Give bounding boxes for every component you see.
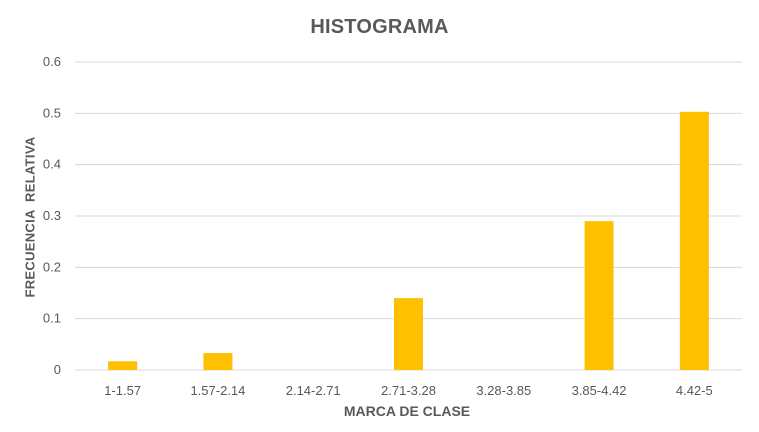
y-tick-label: 0.3 bbox=[43, 208, 61, 223]
x-tick-label: 2.71-3.28 bbox=[381, 383, 436, 398]
x-tick-label: 1.57-2.14 bbox=[190, 383, 245, 398]
x-tick-label: 3.85-4.42 bbox=[572, 383, 627, 398]
y-tick-label: 0.5 bbox=[43, 105, 61, 120]
bar bbox=[394, 298, 423, 370]
y-tick-label: 0.6 bbox=[43, 54, 61, 69]
y-axis-title: FRECUENCIA RELATIVA bbox=[22, 136, 38, 298]
bar bbox=[108, 361, 138, 370]
x-tick-label: 4.42-5 bbox=[676, 383, 713, 398]
y-tick-label: 0.4 bbox=[43, 157, 61, 172]
x-tick-label: 2.14-2.71 bbox=[286, 383, 341, 398]
x-tick-label: 1-1.57 bbox=[104, 383, 141, 398]
bar bbox=[584, 221, 614, 370]
chart-title: HISTOGRAMA bbox=[310, 16, 449, 38]
y-tick-label: 0.1 bbox=[43, 311, 61, 326]
y-tick-label: 0.2 bbox=[43, 259, 61, 274]
bar bbox=[679, 111, 709, 370]
x-tick-label: 3.28-3.85 bbox=[476, 383, 531, 398]
y-tick-label: 0 bbox=[54, 362, 61, 377]
x-axis-title: MARCA DE CLASE bbox=[343, 403, 471, 419]
bar bbox=[203, 353, 233, 370]
